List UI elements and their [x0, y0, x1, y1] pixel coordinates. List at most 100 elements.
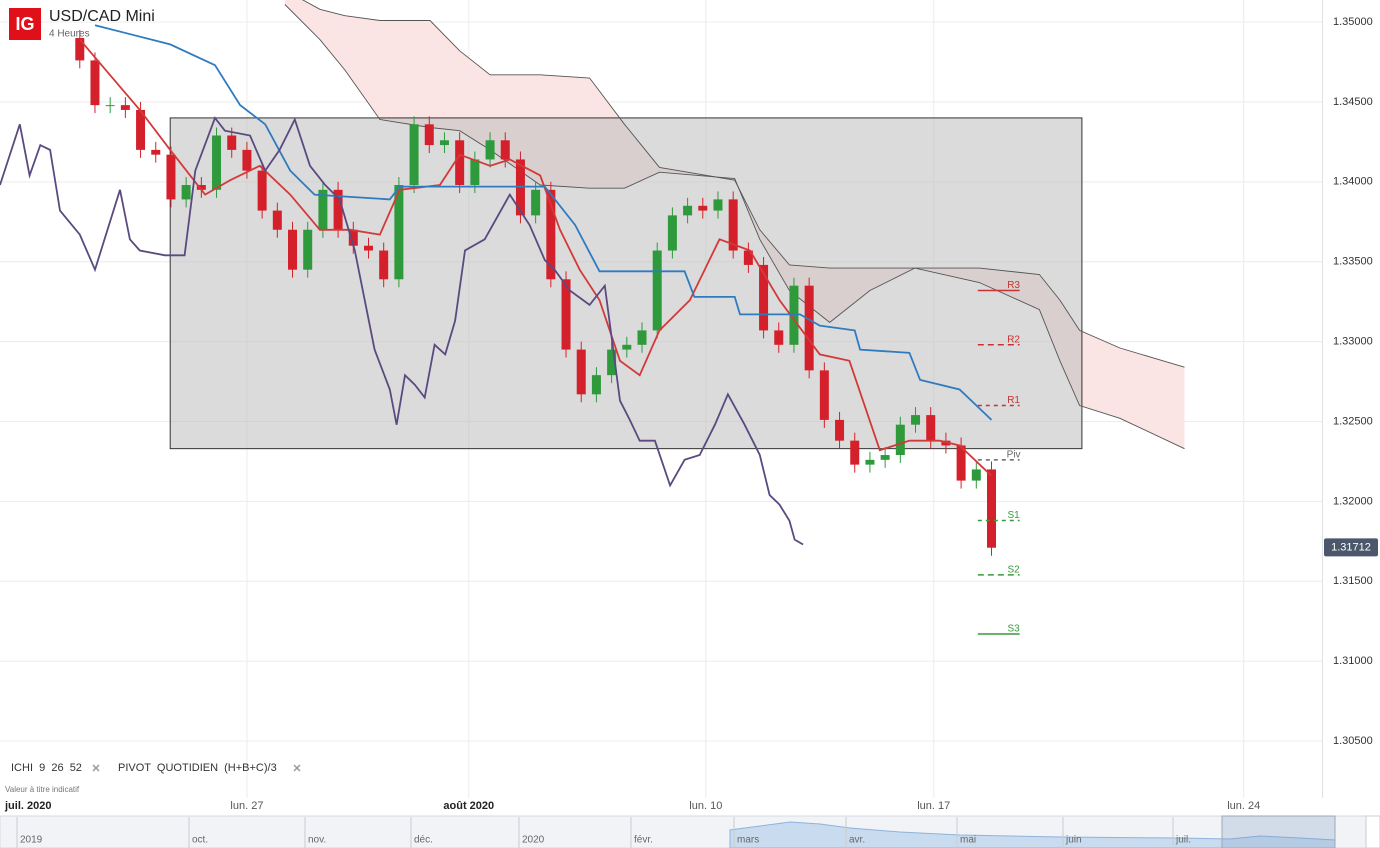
candle-body [257, 170, 267, 211]
candle-body [759, 264, 769, 331]
candle-body [713, 199, 723, 211]
indicator-line [94, 24, 993, 421]
candle-body [75, 38, 85, 61]
candle-body [181, 185, 191, 200]
candle-body [546, 189, 556, 280]
candle-body [987, 469, 996, 548]
navigator-label: 2020 [522, 835, 545, 846]
x-tick-label: lun. 27 [230, 800, 263, 812]
candle-body [500, 140, 510, 160]
timeframe: 4 Heures [49, 29, 90, 40]
candle-body [591, 375, 601, 395]
candle-body [455, 140, 465, 186]
y-tick-label: 1.32500 [1333, 415, 1373, 427]
indicator-line [0, 116, 804, 546]
candle-body [439, 140, 449, 146]
candle-body [166, 154, 176, 200]
close-icon[interactable] [92, 764, 100, 772]
candle-body [227, 135, 237, 150]
candle-body [607, 349, 617, 376]
candle-body [242, 149, 252, 171]
navigator-label: févr. [634, 835, 653, 846]
candle-body [394, 185, 404, 280]
y-tick-label: 1.33000 [1333, 336, 1373, 348]
last-price-label: 1.31712 [1331, 541, 1371, 553]
navigator-label: mai [960, 835, 976, 846]
axes: 1.35000 1.34500 1.34000 1.33500 1.33000 1.325… [4, 16, 1378, 812]
candle-body [622, 344, 632, 350]
navigator-window[interactable] [1221, 815, 1336, 848]
y-tick-label: 1.34500 [1333, 96, 1373, 108]
candle-body [728, 199, 738, 251]
x-tick-label: lun. 24 [1227, 800, 1260, 812]
candle-body [288, 229, 298, 270]
candle-body [196, 185, 206, 190]
y-tick-label: 1.35000 [1333, 16, 1373, 28]
candle-body [743, 250, 753, 265]
candle-body [637, 330, 647, 345]
candle-body [151, 149, 161, 155]
navigator-label: nov. [308, 835, 326, 846]
candle-body [531, 189, 541, 216]
pivot-label: S3 [1007, 624, 1020, 635]
candle-body [652, 250, 662, 331]
candle-body [90, 60, 100, 106]
close-icon[interactable] [293, 764, 301, 772]
candle-body [105, 105, 115, 107]
candle-body [318, 189, 328, 230]
candle-body [804, 285, 814, 371]
navigator-handle[interactable] [1365, 815, 1380, 848]
indicator-label[interactable]: ICHI 9 26 52 [11, 762, 82, 774]
candle-body [212, 135, 222, 190]
x-tick-label: août 2020 [443, 800, 494, 812]
candle-body [865, 459, 875, 465]
pivot-label: Piv [1007, 449, 1021, 460]
logo-box [9, 8, 41, 40]
candle-body [911, 415, 921, 425]
candle-body [485, 140, 495, 160]
candle-body [136, 109, 146, 150]
candle-body [120, 105, 130, 110]
candle-body [576, 349, 586, 395]
y-tick-label: 1.34000 [1333, 176, 1373, 188]
indicator-label[interactable]: PIVOT QUOTIDIEN (H+B+C)/3 [118, 762, 277, 774]
disclaimer: Valeur à titre indicatif [5, 785, 80, 794]
candle-body [683, 205, 693, 216]
pivot-label: S1 [1007, 510, 1020, 521]
pivot-label: R3 [1007, 280, 1020, 291]
cloud-area [284, 0, 1185, 449]
candle-body [272, 210, 282, 230]
candle-body [956, 445, 966, 481]
cloud-line [302, 0, 1185, 368]
plot-area: R3 R2 R1 Piv S1 S2 S3 [0, 0, 1322, 798]
candle-body [880, 455, 890, 460]
candle-body [835, 419, 845, 441]
navigator-label: avr. [849, 835, 865, 846]
x-tick-label: lun. 17 [917, 800, 950, 812]
candle-body [379, 250, 389, 280]
candle-body [470, 159, 480, 186]
candle-body [561, 279, 571, 350]
y-tick-label: 1.32000 [1333, 495, 1373, 507]
candle-body [424, 124, 434, 146]
candle-body [819, 370, 829, 420]
navigator-label: juin [1065, 835, 1082, 846]
candle-body [850, 440, 860, 465]
navigator-label: 2019 [20, 835, 43, 846]
y-tick-label: 1.33500 [1333, 256, 1373, 268]
candle-body [409, 124, 419, 186]
candle-body [971, 469, 981, 481]
pivot-label: R1 [1007, 395, 1020, 406]
candle-body [333, 189, 343, 230]
instrument-title: USD/CAD Mini [49, 8, 155, 25]
candle-body [363, 245, 373, 251]
candle-body [774, 330, 784, 345]
candle-body [698, 205, 708, 211]
zone-rectangle [169, 117, 1083, 450]
y-tick-label: 1.30500 [1333, 735, 1373, 747]
navigator-label: oct. [192, 835, 208, 846]
navigator-label: déc. [414, 835, 433, 846]
candle-body [895, 424, 905, 456]
logo: IG [15, 14, 34, 34]
